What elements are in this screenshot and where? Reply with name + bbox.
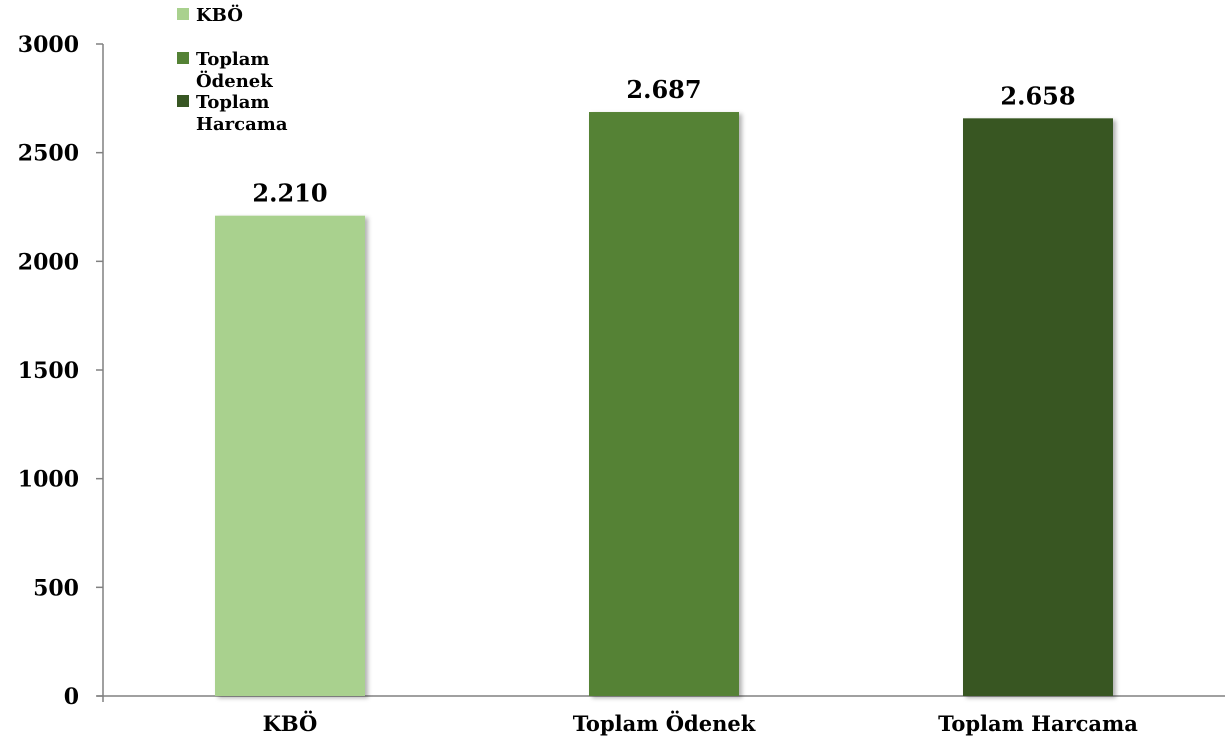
data-label: 2.687 xyxy=(626,75,701,104)
legend-label: KBÖ xyxy=(196,3,243,26)
legend-label: Toplam xyxy=(196,49,269,70)
bar xyxy=(215,215,365,696)
chart-title: 2023 xyxy=(586,4,647,29)
y-tick-label: 0 xyxy=(64,684,79,710)
y-tick-label: 2500 xyxy=(18,141,79,167)
y-tick-label: 2000 xyxy=(18,249,79,275)
x-tick-label: Toplam Ödenek xyxy=(573,711,756,736)
y-tick-label: 1500 xyxy=(18,358,79,384)
legend-label: Harcama xyxy=(196,114,288,135)
bars: 2.210 KBÖ 2.687 Toplam Ödenek 2.658 Toplam Ha… xyxy=(215,75,1138,736)
data-label: 2.658 xyxy=(1000,81,1075,110)
bar xyxy=(589,112,739,696)
legend-label: Ödenek xyxy=(196,69,273,92)
y-tick-label: 3000 xyxy=(18,32,79,58)
y-tick-label: 1000 xyxy=(18,467,79,493)
legend-swatch xyxy=(177,8,189,20)
legend-swatch xyxy=(177,95,189,107)
bar xyxy=(963,118,1113,696)
x-tick-label: Toplam Harcama xyxy=(938,711,1138,736)
y-tick-label: 500 xyxy=(33,575,79,601)
legend-label: Toplam xyxy=(196,92,269,113)
legend-entry: KBÖ xyxy=(177,3,243,26)
data-label: 2.210 xyxy=(252,179,327,208)
legend-swatch xyxy=(177,52,189,64)
x-tick-label: KBÖ xyxy=(263,711,318,736)
